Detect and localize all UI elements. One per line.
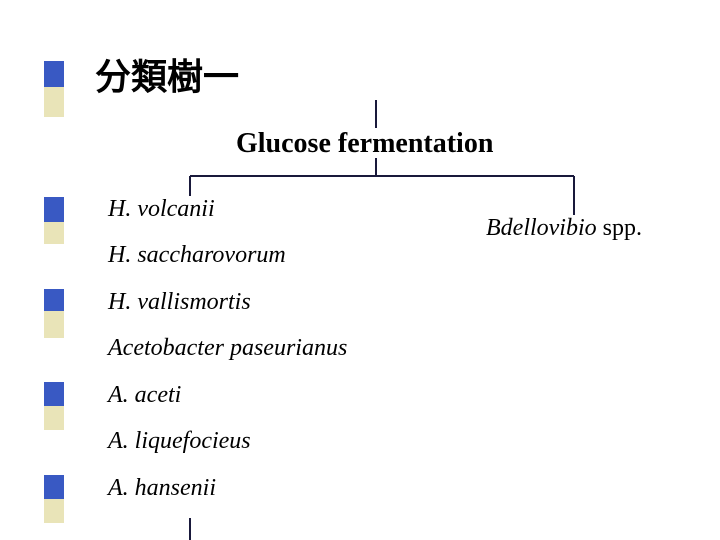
species-genus: Bdellovibio (486, 215, 597, 241)
species-item-right: Bdellovibio spp. (486, 215, 642, 242)
species-item: H. volcanii (108, 196, 215, 223)
species-item: H. vallismortis (108, 289, 251, 316)
species-item: A. aceti (108, 382, 181, 409)
species-item: A. liquefocieus (108, 428, 251, 455)
tree-connectors (0, 0, 720, 540)
species-item: H. saccharovorum (108, 242, 286, 269)
tree-root-label: Glucose fermentation (236, 128, 493, 160)
species-item: Acetobacter paseurianus (108, 335, 347, 362)
species-suffix: spp. (597, 215, 642, 241)
species-item: A. hansenii (108, 475, 216, 502)
